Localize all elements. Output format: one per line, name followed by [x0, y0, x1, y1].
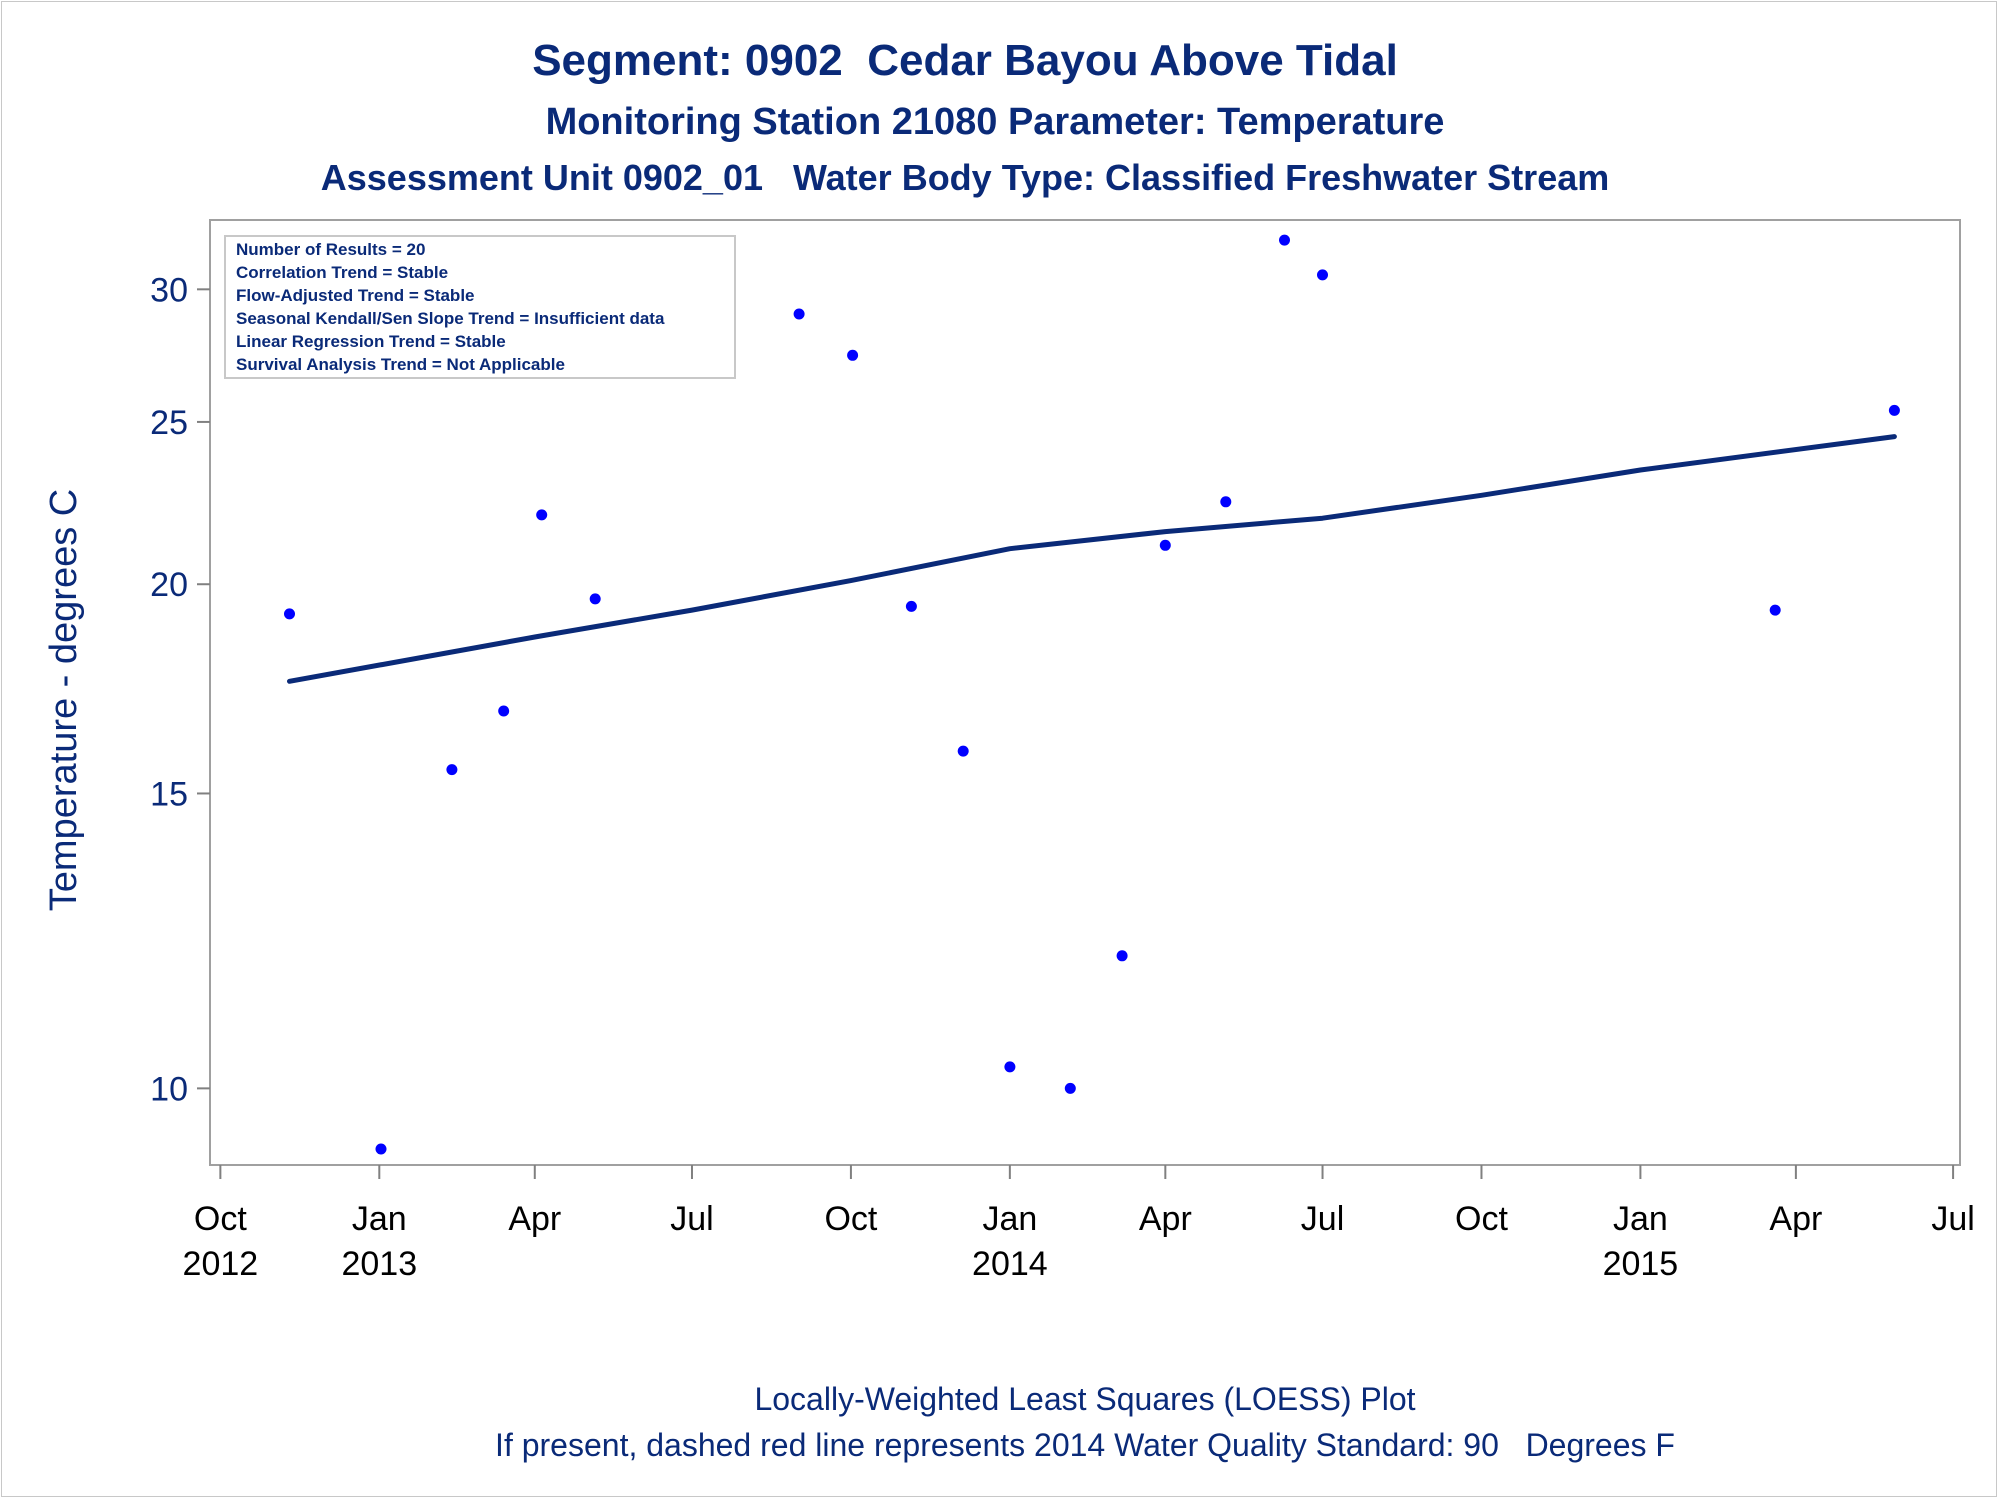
x-axis: Oct 2012 Jan 2013 Apr Jul Oct Jan 2014 Apr Jul Oct J… — [183, 1165, 1975, 1283]
x-tick-label: Jan — [352, 1200, 407, 1238]
inset-line-5: Linear Regression Trend = Stable — [236, 332, 506, 351]
y-tick-label: 15 — [150, 775, 188, 813]
y-axis-label: Temperature - degrees C — [43, 489, 85, 911]
data-point — [589, 593, 601, 605]
data-point — [1769, 604, 1781, 616]
data-point — [793, 308, 805, 320]
data-point — [905, 600, 917, 612]
footnote-2: If present, dashed red line represents 2… — [495, 1427, 1675, 1463]
footnote-1: Locally-Weighted Least Squares (LOESS) P… — [754, 1381, 1416, 1417]
x-tick-label: Oct — [194, 1200, 247, 1238]
plot-area-frame — [209, 219, 1961, 1166]
inset-line-1: Number of Results = 20 — [236, 240, 425, 259]
data-point — [1279, 234, 1290, 246]
data-point — [1220, 496, 1232, 508]
x-tick-year-label: 2015 — [1603, 1245, 1679, 1283]
x-tick-year-label: 2013 — [341, 1245, 417, 1283]
x-tick-label: Oct — [824, 1200, 877, 1238]
data-point — [1116, 950, 1128, 962]
chart-subtitle-2: Assessment Unit 0902_01 Water Body Type:… — [320, 157, 1610, 198]
loess-curve — [287, 434, 1897, 684]
data-point — [284, 608, 295, 620]
x-tick-year-label: 2014 — [972, 1245, 1048, 1283]
y-tick-label: 30 — [150, 271, 188, 309]
x-tick-year-label: 2012 — [183, 1245, 259, 1283]
y-tick-label: 25 — [150, 404, 188, 442]
x-tick-label: Jul — [1301, 1200, 1344, 1238]
inset-box — [224, 235, 736, 379]
x-tick-label: Oct — [1455, 1200, 1508, 1238]
statistics-inset: Number of Results = 20 Correlation Trend… — [224, 235, 736, 379]
data-point — [957, 745, 969, 757]
y-tick-label: 20 — [150, 566, 188, 604]
data-point — [1159, 539, 1171, 551]
x-tick-label: Apr — [508, 1200, 561, 1238]
inset-line-2: Correlation Trend = Stable — [236, 263, 448, 282]
data-point — [1004, 1061, 1016, 1073]
y-tick-label: 10 — [150, 1070, 188, 1108]
data-point — [1317, 269, 1328, 281]
inset-line-4: Seasonal Kendall/Sen Slope Trend = Insuf… — [236, 309, 665, 328]
inset-line-3: Flow-Adjusted Trend = Stable — [236, 286, 475, 305]
y-axis: 10 15 20 25 30 — [150, 271, 210, 1108]
data-point — [1064, 1082, 1076, 1094]
data-point — [847, 349, 859, 361]
data-point — [1888, 404, 1900, 416]
x-tick-label: Jan — [982, 1200, 1037, 1238]
x-tick-label: Jul — [670, 1200, 713, 1238]
inset-line-6: Survival Analysis Trend = Not Applicable — [236, 355, 565, 374]
data-point — [536, 509, 548, 521]
x-tick-label: Apr — [1769, 1200, 1822, 1238]
chart-subtitle: Monitoring Station 21080 Parameter: Temp… — [545, 101, 1445, 143]
data-points — [284, 234, 1900, 1155]
x-tick-label: Jan — [1613, 1200, 1668, 1238]
data-point — [446, 764, 458, 776]
x-tick-label: Jul — [1931, 1200, 1974, 1238]
data-point — [498, 705, 510, 717]
x-tick-label: Apr — [1139, 1200, 1192, 1238]
data-point — [375, 1143, 387, 1155]
chart-title: Segment: 0902 Cedar Bayou Above Tidal — [532, 36, 1398, 85]
